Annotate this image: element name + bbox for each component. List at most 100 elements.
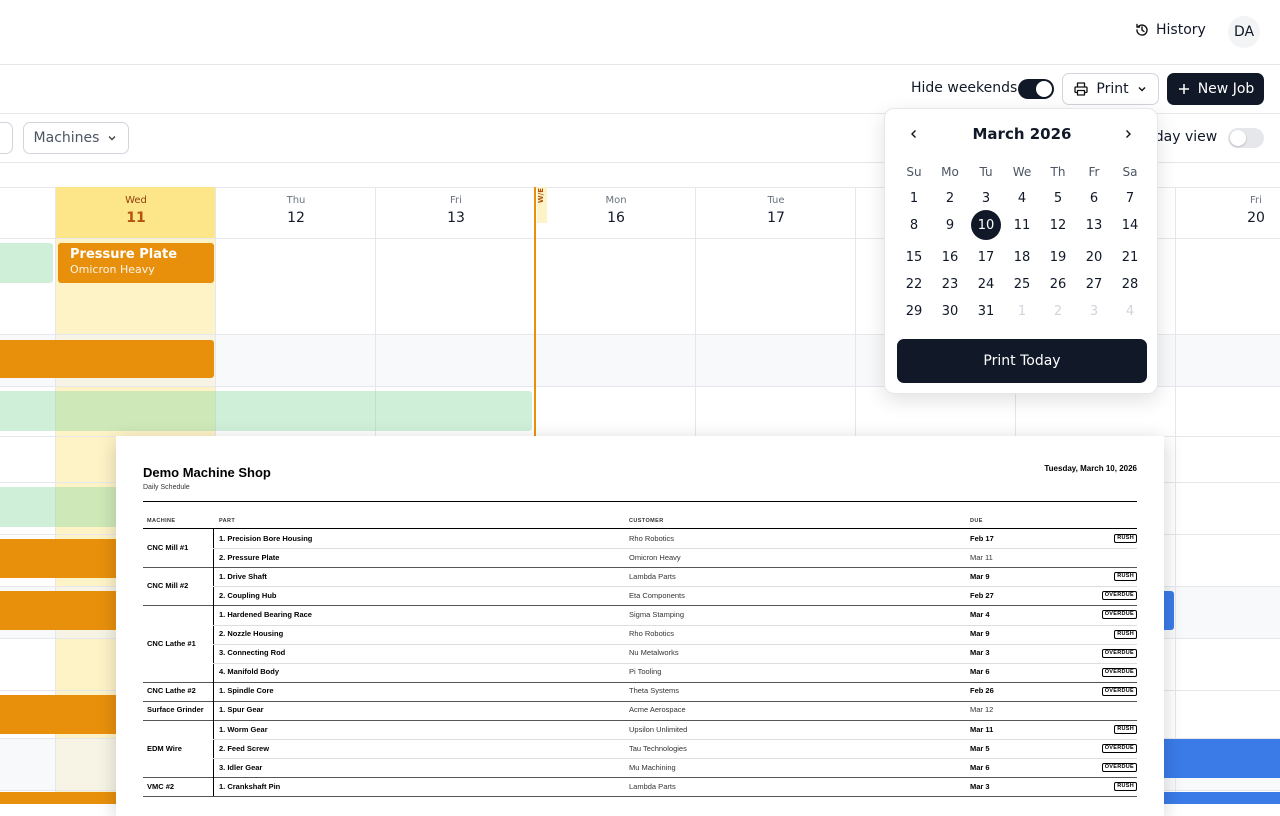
job-bar[interactable]	[1160, 792, 1280, 804]
tag: OVERDUE	[1101, 591, 1137, 601]
customer: Pi Tooling	[629, 667, 662, 677]
tag: OVERDUE	[1101, 763, 1137, 773]
tag: RUSH	[1114, 534, 1137, 544]
part: 4. Manifold Body	[219, 667, 279, 677]
group-rule	[143, 720, 1137, 721]
day[interactable]: 8	[909, 217, 919, 233]
day-outside[interactable]: 1	[1017, 303, 1027, 319]
weekday: Fri	[450, 195, 462, 206]
job-bar[interactable]	[0, 487, 126, 527]
tag: OVERDUE	[1101, 667, 1137, 677]
today-view-toggle[interactable]	[1228, 128, 1264, 148]
job-bar[interactable]: Pressure Plate Omicron Heavy	[58, 243, 214, 283]
day[interactable]: 16	[941, 249, 959, 265]
weekday: Sa	[1122, 165, 1138, 179]
machine-label: CNC Lathe #2	[147, 686, 196, 696]
day[interactable]: 6	[1089, 190, 1099, 206]
day[interactable]: 2	[945, 190, 955, 206]
plus-icon	[1178, 84, 1189, 94]
job-bar[interactable]	[0, 539, 126, 578]
machine-divider	[213, 605, 214, 682]
row-rule	[213, 624, 1137, 626]
today-view-label: Today view	[1140, 129, 1218, 145]
day[interactable]: 22	[905, 276, 923, 292]
new-job-button[interactable]: New Job	[1167, 73, 1264, 105]
customer: Upsilon Unlimited	[629, 724, 688, 734]
part: 2. Coupling Hub	[219, 590, 277, 600]
day-header: Thu 12	[216, 187, 376, 238]
day-outside[interactable]: 3	[1089, 303, 1099, 319]
grid-line	[0, 334, 1280, 335]
day[interactable]: 24	[977, 276, 995, 292]
job-bar[interactable]	[0, 243, 53, 283]
job-bar[interactable]	[1160, 739, 1280, 778]
day-header: Fri 20	[1176, 187, 1280, 238]
job-bar[interactable]	[0, 695, 126, 734]
column-header: DUE	[970, 518, 983, 524]
day[interactable]: 25	[1013, 276, 1031, 292]
day[interactable]: 1	[909, 190, 919, 206]
month-label: March 2026	[972, 125, 1072, 143]
day-outside[interactable]: 4	[1125, 303, 1135, 319]
due: Mar 12	[970, 705, 994, 715]
day[interactable]: 19	[1049, 249, 1067, 265]
doc-title: Demo Machine Shop	[143, 465, 271, 480]
avatar[interactable]: DA	[1228, 16, 1260, 48]
day-header: Fri 13	[376, 187, 536, 238]
day[interactable]: 7	[1125, 190, 1135, 206]
print-button[interactable]: Print	[1062, 73, 1159, 105]
hide-weekends-toggle[interactable]	[1018, 79, 1054, 99]
new-job-label: New Job	[1197, 81, 1255, 97]
group-rule	[143, 796, 1137, 798]
printer-icon	[1074, 82, 1089, 96]
job-bar[interactable]	[0, 391, 532, 431]
day[interactable]: 17	[977, 249, 995, 265]
machine-label: EDM Wire	[147, 743, 182, 753]
print-today-button[interactable]: Print Today	[897, 339, 1147, 383]
prev-month[interactable]	[908, 128, 920, 140]
job-bar[interactable]	[0, 340, 214, 378]
grid-line	[0, 386, 1280, 387]
machines-dropdown[interactable]: Machines	[23, 122, 129, 154]
next-month[interactable]	[1122, 128, 1134, 140]
day[interactable]: 21	[1121, 249, 1139, 265]
history-button[interactable]: History	[1134, 22, 1206, 38]
day[interactable]: 3	[981, 190, 991, 206]
day[interactable]: 20	[1085, 249, 1103, 265]
day[interactable]: 11	[1013, 217, 1031, 233]
filter-button[interactable]	[0, 122, 13, 154]
doc-subtitle: Daily Schedule	[143, 484, 190, 491]
day[interactable]: 15	[905, 249, 923, 265]
selected-day[interactable]: 10	[971, 210, 1001, 240]
day[interactable]: 5	[1053, 190, 1063, 206]
weekday: Fri	[1250, 195, 1262, 206]
customer: Acme Aerospace	[629, 705, 686, 715]
day[interactable]: 29	[905, 303, 923, 319]
day[interactable]: 27	[1085, 276, 1103, 292]
part: 1. Worm Gear	[219, 724, 268, 734]
day[interactable]: 14	[1121, 217, 1139, 233]
group-rule	[143, 567, 1137, 569]
day[interactable]: 31	[977, 303, 995, 319]
day[interactable]: 9	[945, 217, 955, 233]
job-bar[interactable]	[0, 792, 126, 804]
due: Mar 6	[970, 762, 990, 772]
tag: RUSH	[1114, 629, 1137, 639]
day[interactable]: 18	[1013, 249, 1031, 265]
day[interactable]: 28	[1121, 276, 1139, 292]
day[interactable]: 12	[1049, 217, 1067, 233]
day[interactable]: 26	[1049, 276, 1067, 292]
day[interactable]: 13	[1085, 217, 1103, 233]
machine-divider	[213, 567, 214, 606]
day-outside[interactable]: 2	[1053, 303, 1063, 319]
day[interactable]: 23	[941, 276, 959, 292]
date: 13	[447, 210, 465, 226]
due: Mar 9	[970, 629, 990, 639]
due: Mar 11	[970, 724, 994, 734]
job-bar[interactable]	[0, 591, 126, 630]
day[interactable]: 30	[941, 303, 959, 319]
day[interactable]: 4	[1017, 190, 1027, 206]
weekday: Mo	[941, 165, 959, 179]
history-label: History	[1156, 22, 1206, 38]
